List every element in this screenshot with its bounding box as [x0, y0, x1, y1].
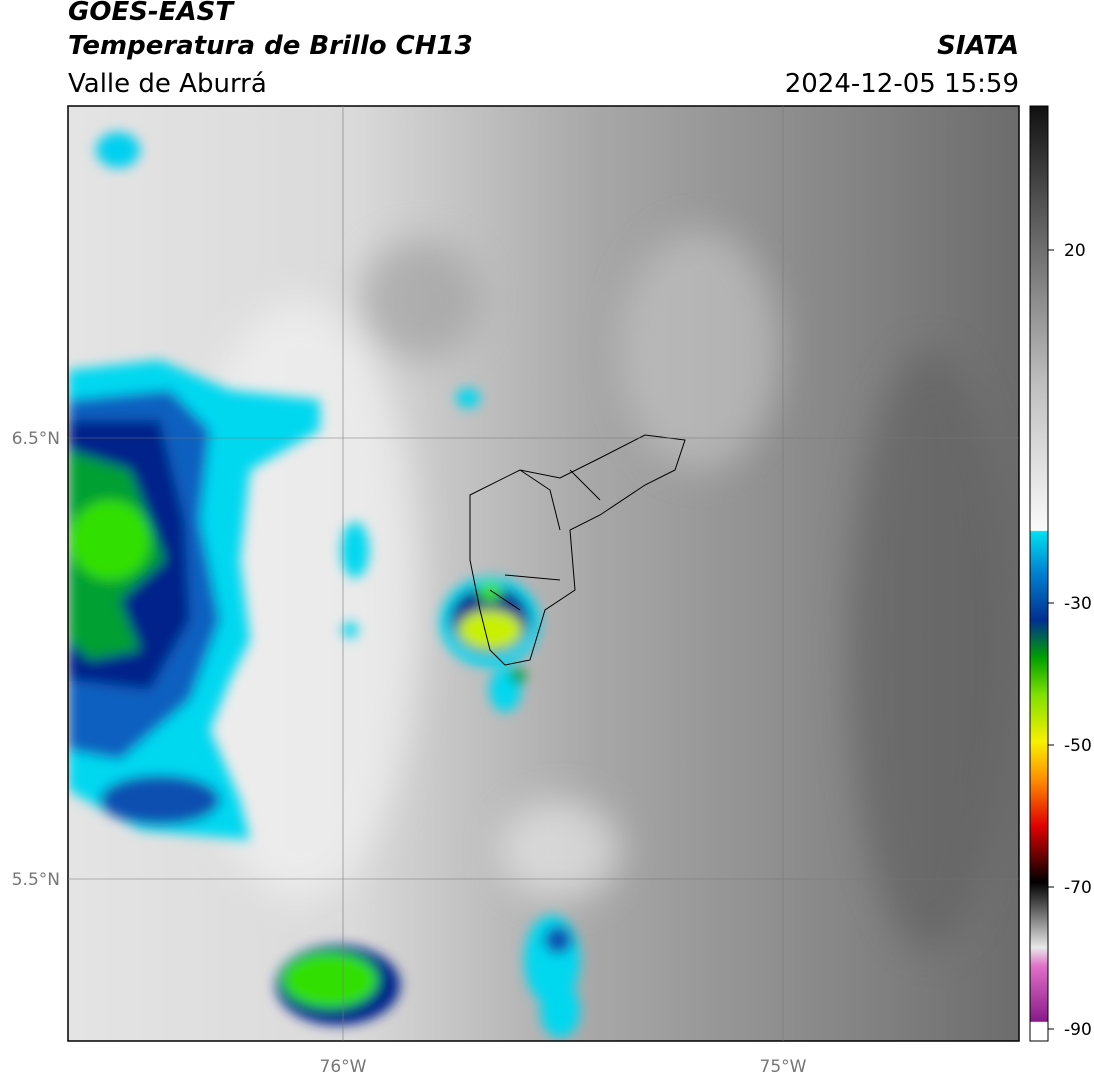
- datetime: 2024-12-05 15:59: [785, 69, 1019, 99]
- lat-label: 6.5°N: [12, 429, 60, 449]
- lat-label: 5.5°N: [12, 870, 60, 890]
- lon-label: 75°W: [760, 1057, 807, 1077]
- colorbar-tick-label: -90: [1064, 1020, 1092, 1040]
- title: GOES-EAST: [68, 0, 235, 27]
- satellite-image: [68, 106, 1019, 1041]
- source: SIATA: [937, 31, 1019, 61]
- colorbar-tick-label: 20: [1064, 241, 1086, 261]
- region: Valle de Aburrá: [68, 69, 267, 99]
- colorbar-tick-label: -30: [1064, 594, 1092, 614]
- colorbar: [1029, 105, 1049, 1042]
- colorbar-tick-label: -50: [1064, 736, 1092, 756]
- colorbar-tick-label: -70: [1064, 878, 1092, 898]
- subtitle: Temperatura de Brillo CH13: [68, 31, 473, 61]
- map-frame: [67, 105, 1020, 1042]
- lon-label: 76°W: [320, 1057, 367, 1077]
- colorbar-ticks: 20 -30 -50 -70 -90: [1048, 241, 1092, 1040]
- graticule: [68, 106, 1019, 1041]
